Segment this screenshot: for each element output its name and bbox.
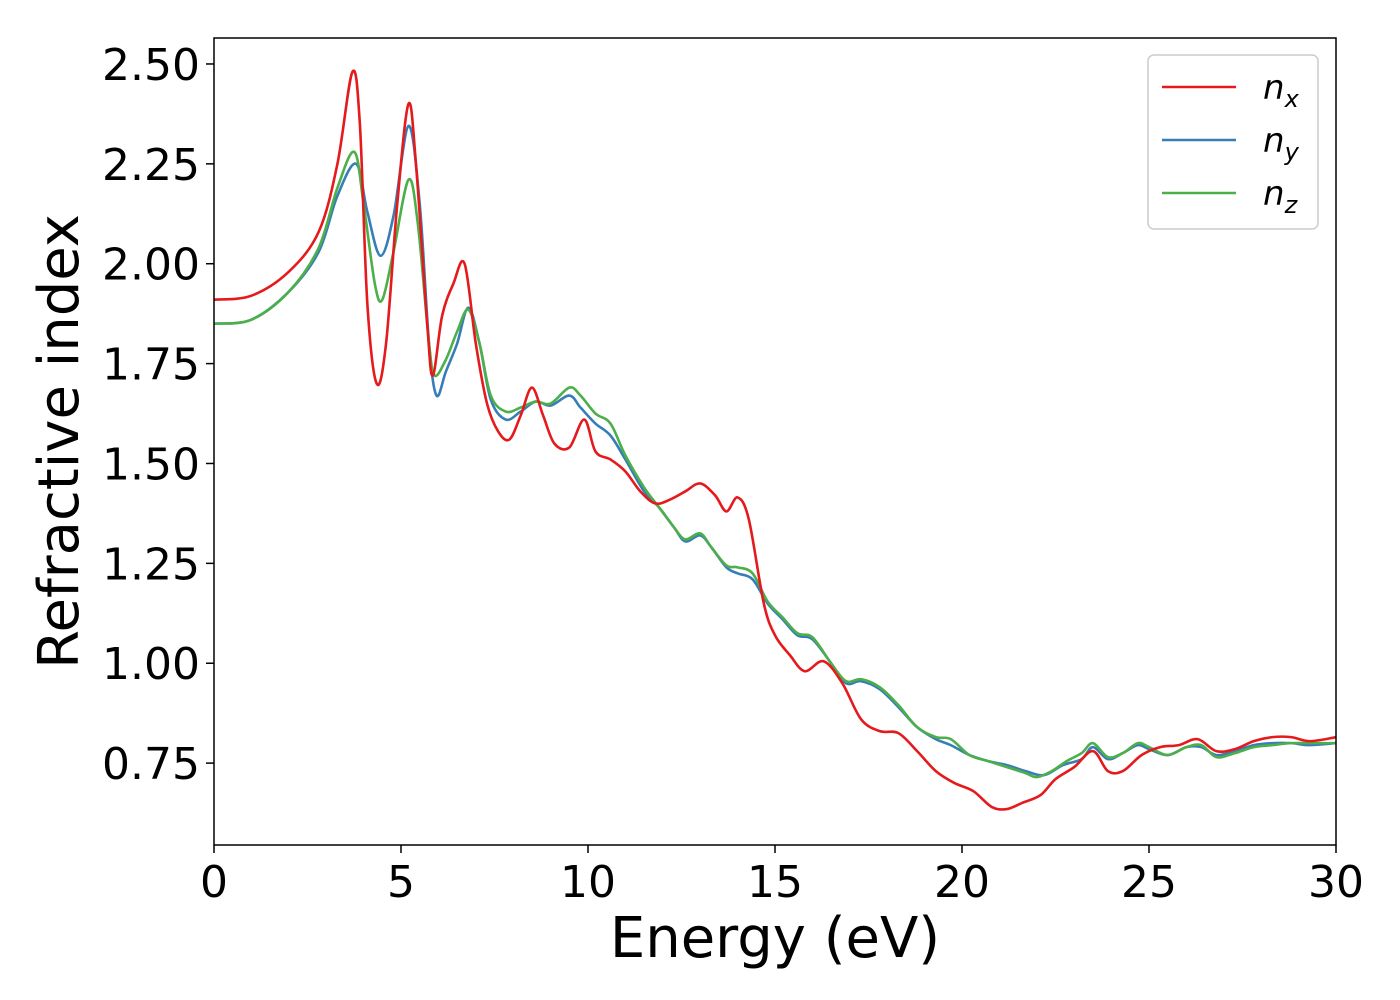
legend-label-main: n	[1263, 121, 1285, 161]
legend-label-n-x: nx	[1263, 68, 1300, 113]
y-tick-label: 0.75	[102, 739, 200, 790]
x-axis-ticks: 0 5 10 15 20 25 30	[200, 845, 1364, 908]
legend-label-sub: x	[1284, 85, 1300, 113]
y-tick-label: 2.25	[102, 140, 200, 191]
x-tick-label: 20	[934, 857, 990, 908]
x-tick-label: 10	[560, 857, 616, 908]
x-tick-label: 15	[747, 857, 803, 908]
x-tick-label: 25	[1121, 857, 1177, 908]
legend-box	[1147, 54, 1319, 230]
y-axis-ticks: 0.75 1.00 1.25 1.50 1.75 2.00 2.25 2.50	[102, 40, 214, 790]
y-tick-label: 1.75	[102, 340, 200, 391]
legend-label-main: n	[1263, 174, 1285, 214]
legend-label-sub: z	[1284, 191, 1299, 219]
y-tick-label: 1.00	[102, 639, 200, 690]
y-tick-label: 2.50	[102, 40, 200, 91]
series-line-n-z	[214, 150, 1336, 779]
legend-label-sub: y	[1284, 138, 1300, 166]
y-tick-label: 1.25	[102, 539, 200, 590]
series-line-n-x	[214, 69, 1336, 811]
x-tick-label: 5	[387, 857, 415, 908]
x-tick-label: 30	[1308, 857, 1364, 908]
y-tick-label: 2.00	[102, 240, 200, 291]
legend-label-main: n	[1263, 68, 1285, 108]
legend-label-n-y: ny	[1263, 121, 1300, 166]
series-layer	[214, 69, 1336, 811]
x-axis-title: Energy (eV)	[610, 906, 940, 971]
legend-label-n-z: nz	[1263, 174, 1299, 219]
y-tick-label: 1.50	[102, 439, 200, 490]
x-tick-label: 0	[200, 857, 228, 908]
y-axis-title: Refractive index	[27, 214, 92, 669]
